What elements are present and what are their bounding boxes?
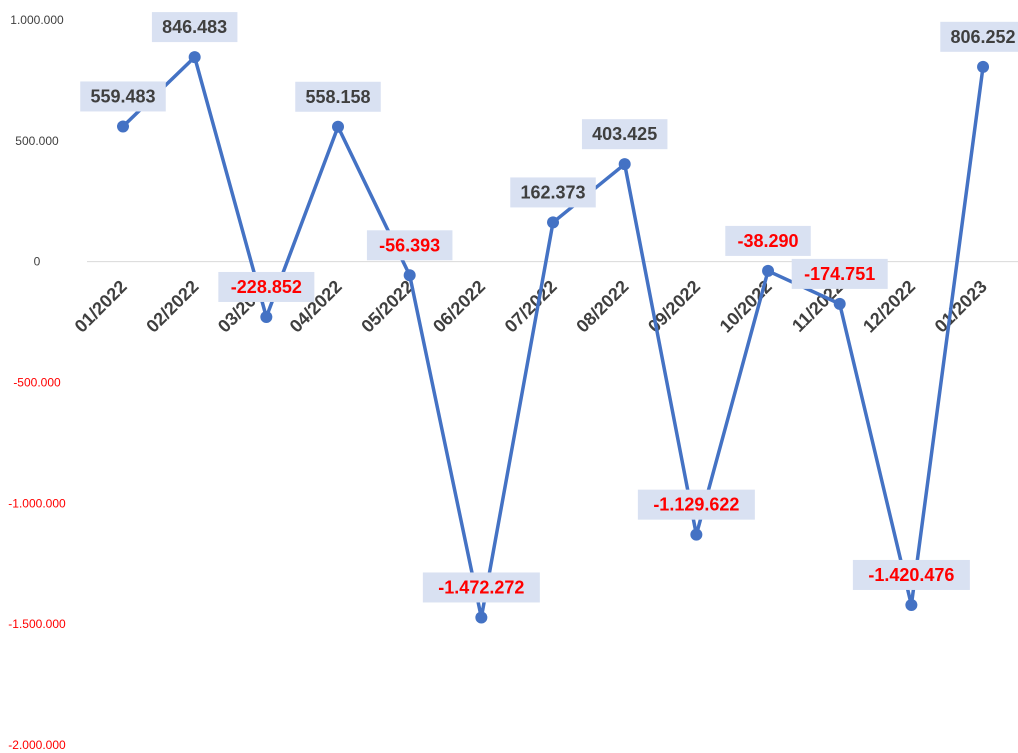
data-label: -1.472.272 bbox=[422, 572, 540, 603]
data-label: -56.393 bbox=[366, 230, 453, 261]
data-labels: 559.483 846.483 -228.852 558.158 -56.393 -1.4… bbox=[80, 12, 1018, 603]
data-label-box bbox=[852, 559, 970, 590]
data-label-text: -1.420.476 bbox=[868, 565, 954, 585]
data-points bbox=[117, 51, 990, 624]
data-label-box bbox=[80, 81, 166, 112]
data-label: 846.483 bbox=[151, 12, 238, 43]
data-point bbox=[117, 120, 129, 133]
data-label-text: -174.751 bbox=[804, 264, 875, 284]
data-label: -38.290 bbox=[725, 225, 811, 256]
x-tick-label: 06/2022 bbox=[429, 276, 489, 336]
data-label-text: 806.252 bbox=[951, 27, 1016, 47]
y-tick-label: 0 bbox=[34, 255, 41, 269]
data-label: 403.425 bbox=[581, 119, 668, 150]
data-label-text: -1.472.272 bbox=[438, 577, 524, 597]
y-tick-label: 1.000.000 bbox=[10, 13, 64, 27]
data-label: 806.252 bbox=[940, 21, 1018, 52]
series-line bbox=[121, 55, 985, 620]
y-tick-label: -500.000 bbox=[13, 376, 61, 390]
y-tick-label: -1.000.000 bbox=[8, 496, 66, 510]
data-label-box bbox=[366, 230, 453, 261]
data-point bbox=[762, 264, 775, 277]
data-label: 558.158 bbox=[295, 81, 381, 112]
data-point bbox=[618, 158, 631, 171]
x-tick-label: 07/2022 bbox=[501, 276, 561, 336]
data-label-text: 846.483 bbox=[162, 17, 227, 37]
data-label-text: 559.483 bbox=[90, 86, 155, 106]
data-point bbox=[475, 611, 488, 624]
data-point bbox=[690, 528, 703, 541]
data-label-text: -38.290 bbox=[737, 231, 798, 251]
data-point bbox=[547, 216, 560, 229]
data-label-box bbox=[295, 81, 381, 112]
y-tick-label: -2.000.000 bbox=[8, 738, 66, 752]
y-tick-label: -1.500.000 bbox=[8, 617, 66, 631]
data-label-box bbox=[791, 258, 888, 289]
data-label-text: -1.129.622 bbox=[653, 495, 739, 515]
data-label-box bbox=[940, 21, 1018, 52]
data-label-box bbox=[510, 177, 596, 208]
data-point bbox=[977, 60, 990, 73]
data-label-box bbox=[581, 119, 668, 150]
x-tick-label: 05/2022 bbox=[357, 276, 417, 336]
data-label-text: 403.425 bbox=[592, 124, 657, 144]
data-label-box bbox=[637, 489, 755, 520]
data-point bbox=[403, 269, 416, 282]
data-label: -228.852 bbox=[218, 271, 315, 302]
data-point bbox=[260, 310, 273, 323]
x-tick-label: 01/2023 bbox=[931, 276, 991, 336]
y-axis-tick-labels: 1.000.000 500.000 0 -500.000 -1.000.000 -1.50… bbox=[8, 13, 66, 752]
data-point bbox=[905, 598, 918, 611]
data-label-text: 162.373 bbox=[520, 182, 585, 202]
data-label-box bbox=[218, 271, 315, 302]
data-label: -174.751 bbox=[791, 258, 888, 289]
data-label-text: 558.158 bbox=[305, 87, 370, 107]
data-label: -1.129.622 bbox=[637, 489, 755, 520]
data-label: -1.420.476 bbox=[852, 559, 970, 590]
data-label-box bbox=[151, 12, 238, 43]
data-label-box bbox=[422, 572, 540, 603]
x-tick-label: 01/2022 bbox=[71, 276, 131, 336]
data-point bbox=[833, 297, 846, 310]
x-tick-label: 08/2022 bbox=[572, 276, 632, 336]
data-label-text: -228.852 bbox=[231, 277, 302, 297]
data-label-box bbox=[725, 225, 811, 256]
x-tick-label: 10/2022 bbox=[716, 276, 776, 336]
data-label: 559.483 bbox=[80, 81, 166, 112]
y-tick-label: 500.000 bbox=[15, 134, 59, 148]
data-point bbox=[188, 51, 201, 64]
data-point bbox=[332, 120, 345, 133]
data-label-text: -56.393 bbox=[379, 235, 440, 255]
x-tick-label: 02/2022 bbox=[142, 276, 202, 336]
data-label: 162.373 bbox=[510, 177, 596, 208]
